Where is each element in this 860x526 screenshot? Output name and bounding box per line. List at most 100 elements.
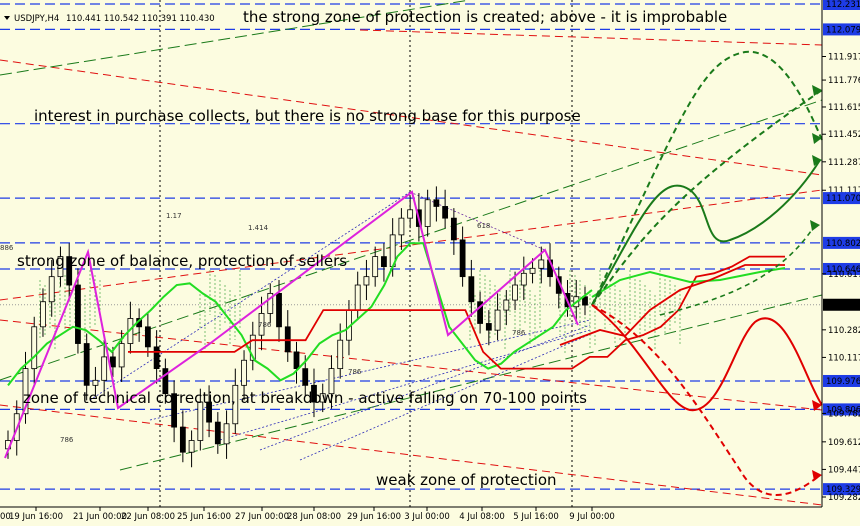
candle-body-57 [503,299,510,311]
price-label-21: 109.282 [828,493,860,503]
time-label-2: 22 Jun 08:00 [121,512,175,522]
annotation-weak: weak zone of protection [376,471,557,489]
ichimoku-cloud [39,270,681,355]
candle-body-25 [223,423,230,445]
price-tag-bg-20 [823,483,860,496]
time-label-6: 29 Jun 16:00 [347,512,401,522]
time-label-7: 3 Jul 00:00 [404,512,450,522]
time-label-5: 28 Jun 08:00 [287,512,341,522]
candle-body-49 [433,199,440,207]
price-label-2: 111.917 [828,52,860,62]
price-label-19: 109.447 [828,465,860,475]
fib-label-7: 786 [60,436,74,444]
fib-label-3: 886 [0,244,14,252]
price-tag-bg-8 [823,192,860,205]
candle-body-40 [354,284,361,311]
candle-body-56 [494,309,501,331]
candle-body-33 [293,351,300,370]
candle-body-22 [197,401,204,441]
price-tag-1: 112.079 [826,25,860,35]
fibonacci-labels: 1.17 1.414 618 886 786 786 786 786 [0,212,526,444]
candle-body-59 [520,272,527,286]
candle-body-18 [162,368,169,395]
price-label-11: 110.617 [828,270,860,280]
price-tag-9: 110.802 [826,239,860,249]
candle-body-30 [267,292,274,314]
forecast-arrowhead-4 [812,400,822,411]
green-channel-0 [0,0,471,76]
time-label-3: 25 Jun 16:00 [177,512,231,522]
annotation-balance: strong zone of balance, protection of se… [17,252,347,270]
price-tag-20: 109.329 [826,485,860,495]
red-channel-0 [0,189,823,301]
time-axis-edge-label: 00 [0,512,11,522]
annotation-correction: zone of technical correction, at breakdo… [23,389,587,407]
fan-line-retrace [409,191,546,251]
forecast-arrowhead-3 [810,220,820,231]
price-tag-bg-15 [823,374,860,387]
fib-label-1: 1.414 [248,224,269,232]
candle-body-12 [110,356,116,368]
candle-body-38 [337,339,344,370]
candle-body-41 [363,276,370,286]
price-tag-8: 111.070 [826,194,860,204]
header-arrow-icon [4,16,10,20]
price-axis: 112.231 112.079 111.917 111.776 111.615 111.4… [821,0,860,507]
ohlc-values: 110.441 110.542 110.391 110.430 [66,14,215,24]
price-label-3: 111.776 [828,76,860,86]
candle-body-13 [118,343,125,368]
green-channel-2 [119,294,823,471]
forecast-arrowhead-0 [812,133,822,144]
candle-body-43 [381,256,387,268]
horizontal-levels [0,3,822,490]
price-label-18: 109.612 [828,438,860,448]
candle-body-17 [153,346,160,370]
red-indicator-ext [559,264,785,346]
candle-body-27 [241,359,247,386]
price-label-6: 111.287 [828,158,860,168]
fib-label-6: 786 [512,329,526,337]
candle-body-46 [407,209,414,219]
candle-body-52 [459,239,466,278]
forecast-red-dashed [591,304,821,496]
fan-line-2 [219,329,591,441]
candle-body-28 [249,334,256,361]
fan-line-3 [259,324,591,451]
time-label-10: 9 Jul 00:00 [569,512,615,522]
chart-background [0,0,822,507]
candle-body-9 [83,343,90,386]
time-label-9: 5 Jul 16:00 [513,512,559,522]
green-indicator-ext [591,267,786,298]
candle-body-45 [398,217,405,236]
candle-body-51 [450,217,457,241]
fib-label-5: 786 [348,368,362,376]
price-label-14: 110.117 [828,353,860,363]
candle-body-20 [179,426,186,453]
candle-body-4 [40,301,46,328]
candle-body-54 [477,301,483,324]
forecast-arrowhead-5 [812,470,822,481]
price-tag-bg-10 [823,262,860,275]
time-label-1: 21 Jun 00:00 [73,512,127,522]
red-channel-3 [0,59,823,176]
annotations: the strong zone of protection is created… [17,8,727,489]
candle-body-10 [92,379,99,386]
trend-channels [0,0,823,506]
candle-body-55 [485,323,492,331]
fib-label-0: 1.17 [166,212,182,220]
candle-body-21 [188,440,195,453]
candle-body-7 [66,256,73,286]
red-indicator-line [128,255,785,370]
time-label-4: 27 Jun 00:00 [235,512,289,522]
candle-body-61 [538,259,545,269]
price-tag-12: 110.432 [826,301,860,311]
price-label-13: 110.282 [828,326,860,336]
price-tag-bg-16 [823,403,860,416]
price-label-7: 111.117 [828,186,860,196]
forecast-green-dashed-low [659,224,816,316]
forecast-green-dashed-high [591,50,823,306]
candle-body-50 [442,206,449,219]
price-label-5: 111.452 [828,130,860,140]
